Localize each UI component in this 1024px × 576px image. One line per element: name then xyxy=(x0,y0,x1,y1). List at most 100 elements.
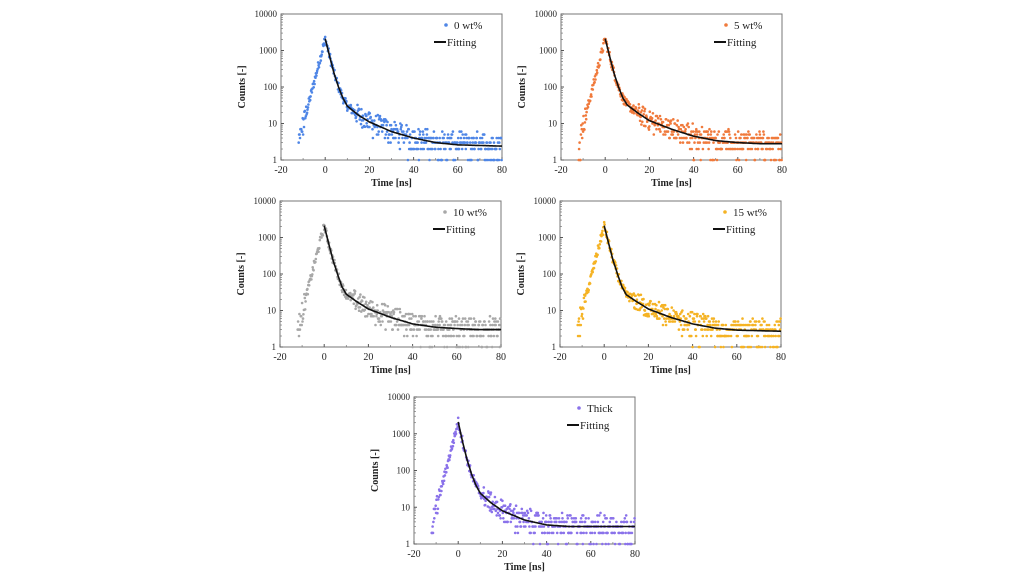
data-point xyxy=(756,334,760,338)
data-point xyxy=(579,158,582,162)
data-point xyxy=(600,47,603,50)
data-point xyxy=(430,345,434,349)
data-point xyxy=(778,320,781,323)
data-point xyxy=(424,127,427,131)
x-tick-label: 60 xyxy=(732,352,742,363)
data-point xyxy=(686,328,689,331)
data-point xyxy=(466,141,469,144)
data-point xyxy=(384,133,388,136)
data-point xyxy=(509,520,513,524)
data-point xyxy=(668,136,671,140)
data-point xyxy=(410,328,414,331)
x-axis-label: Time [ns] xyxy=(650,365,691,376)
data-point xyxy=(574,517,578,520)
data-point xyxy=(384,328,387,331)
data-point xyxy=(458,334,461,338)
data-point xyxy=(376,133,380,136)
data-point xyxy=(477,323,481,327)
data-point xyxy=(697,320,701,323)
data-point xyxy=(354,307,357,311)
data-point xyxy=(738,147,742,151)
data-point xyxy=(700,317,704,320)
data-point xyxy=(312,86,316,89)
data-point xyxy=(436,323,439,327)
data-point xyxy=(589,93,593,96)
data-point xyxy=(438,323,441,327)
data-point xyxy=(687,323,691,327)
data-point xyxy=(711,328,714,331)
data-point xyxy=(761,147,764,151)
data-point xyxy=(626,291,629,294)
data-point xyxy=(546,542,550,546)
data-point xyxy=(701,334,705,338)
data-point xyxy=(320,53,324,56)
data-point xyxy=(359,122,363,126)
data-point xyxy=(699,133,703,136)
data-point xyxy=(501,511,505,515)
y-tick-label: 100 xyxy=(264,82,278,92)
data-point xyxy=(706,314,710,318)
data-point xyxy=(758,345,762,349)
data-point xyxy=(750,147,754,151)
data-point xyxy=(707,141,711,144)
data-point xyxy=(519,525,523,528)
data-point xyxy=(443,345,446,349)
data-point xyxy=(700,125,704,129)
x-tick-label: 60 xyxy=(733,165,743,176)
data-point xyxy=(712,320,715,323)
x-tick-label: 0 xyxy=(456,549,461,560)
data-point xyxy=(307,103,310,106)
data-point xyxy=(709,323,712,327)
data-point xyxy=(375,314,378,318)
data-point xyxy=(692,317,696,320)
data-point xyxy=(424,320,427,323)
x-tick-label: 40 xyxy=(542,549,552,560)
data-point xyxy=(714,320,718,323)
data-point xyxy=(383,136,387,140)
data-point xyxy=(298,136,302,140)
data-point xyxy=(525,509,529,513)
data-point xyxy=(657,300,661,304)
data-point xyxy=(754,323,757,327)
data-point xyxy=(540,531,544,535)
data-point xyxy=(691,122,694,125)
data-point xyxy=(436,507,440,511)
data-point xyxy=(546,531,549,535)
data-point xyxy=(581,542,585,546)
data-point xyxy=(686,323,689,327)
data-point xyxy=(482,486,486,489)
data-point xyxy=(588,99,592,103)
data-point xyxy=(406,136,409,140)
data-point xyxy=(434,314,437,318)
data-point xyxy=(485,141,489,144)
data-point xyxy=(357,108,361,111)
data-point xyxy=(418,314,422,318)
data-point xyxy=(379,323,383,327)
data-point xyxy=(433,323,437,327)
data-point xyxy=(408,133,412,136)
data-point xyxy=(593,531,597,535)
data-point xyxy=(376,113,380,117)
data-point xyxy=(490,508,493,511)
data-point xyxy=(386,136,390,140)
data-point xyxy=(536,511,540,515)
data-point xyxy=(615,520,618,524)
data-point xyxy=(443,474,447,477)
data-point xyxy=(425,328,428,331)
data-point xyxy=(524,525,527,528)
data-point xyxy=(583,121,587,124)
x-tick-label: 40 xyxy=(688,352,698,363)
data-point xyxy=(482,491,485,495)
data-point xyxy=(585,110,588,114)
data-point xyxy=(475,334,479,338)
data-point xyxy=(445,470,448,474)
data-point xyxy=(469,334,472,338)
data-point xyxy=(426,127,429,131)
data-point xyxy=(307,284,311,287)
data-point xyxy=(773,323,777,327)
data-point xyxy=(597,514,601,517)
data-point xyxy=(508,507,511,511)
data-point xyxy=(405,130,409,133)
data-point xyxy=(438,314,442,318)
data-point xyxy=(634,294,637,298)
